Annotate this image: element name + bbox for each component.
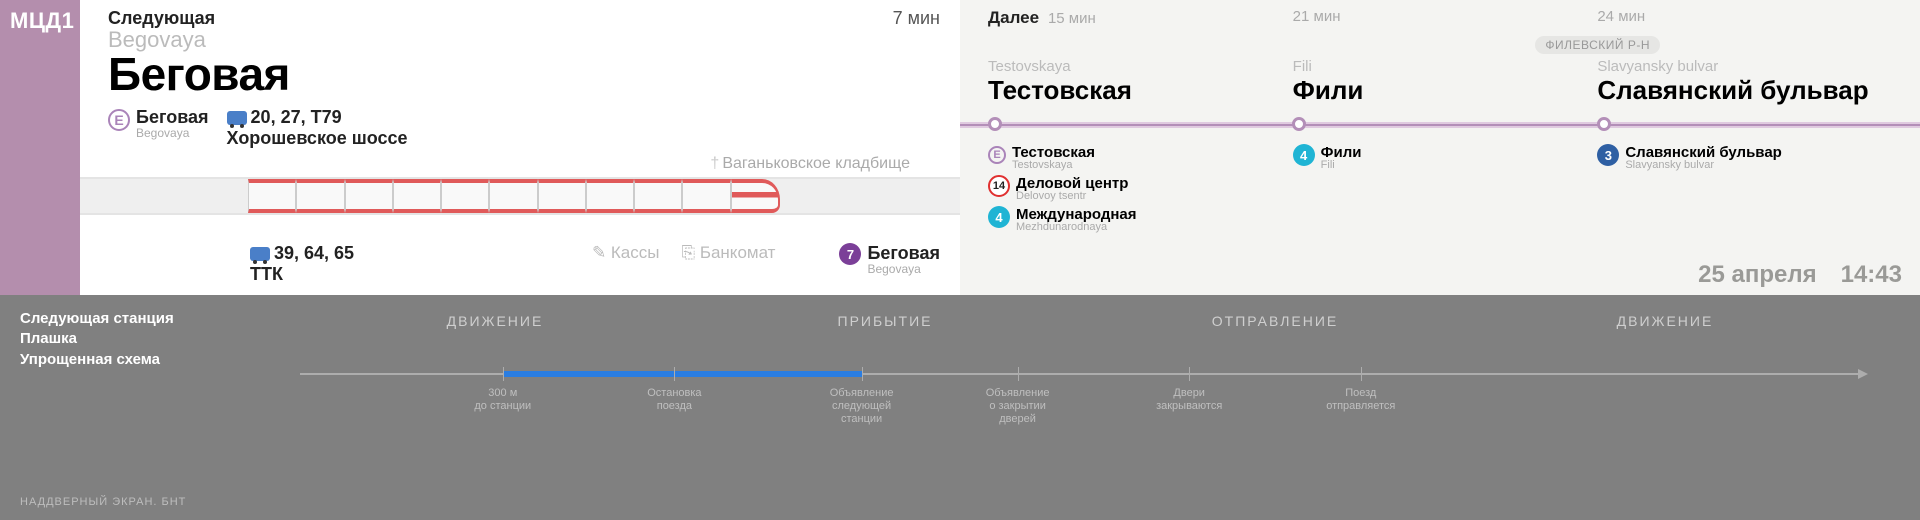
next-station-0: Testovskaya Тестовская (988, 58, 1293, 106)
district-pill: ФИЛЕВСКИЙ Р-Н (1535, 36, 1660, 54)
timeline-tick-label: Остановкапоезда (614, 387, 734, 413)
next-label: Следующая (108, 8, 215, 29)
timeline-tick (1189, 367, 1190, 381)
timeline-tick (862, 367, 863, 381)
line-badge-icon: 4 (988, 206, 1010, 228)
bus-icon (250, 247, 270, 261)
timeline: ДВИЖЕНИЕПРИБЫТИЕОТПРАВЛЕНИЕДВИЖЕНИЕ 300 … (300, 295, 1860, 520)
landmark: †Ваганьковское кладбище (710, 155, 910, 173)
lower-panel: Следующая станцияПлашкаУпрощенная схема … (0, 295, 1920, 520)
transfer-e-translit: Begovaya (136, 126, 209, 140)
next-header: Далее 15 мин 21 мин 24 мин (988, 8, 1902, 28)
line-badge-icon: 3 (1597, 144, 1619, 166)
bus-top: 20, 27, Т79 Хорошевское шоссе (227, 107, 408, 149)
main-panel: Следующая 7 мин Begovaya Беговая E Бегов… (80, 0, 960, 295)
transfer-e: E Беговая Begovaya (108, 107, 209, 140)
transfer-item: 3Славянский бульварSlavyansky bulvar (1597, 144, 1902, 171)
time: 14:43 (1841, 261, 1902, 289)
timeline-tick (1018, 367, 1019, 381)
next-panel: Далее 15 мин 21 мин 24 мин ФИЛЕВСКИЙ Р-Н… (960, 0, 1920, 295)
timeline-tick-label: Объявлениеследующейстанции (802, 387, 922, 427)
transfer-item: 14Деловой центрDelovoy tsentr (988, 175, 1293, 202)
lower-left-list: Следующая станцияПлашкаУпрощенная схема (20, 309, 174, 370)
transfer-item: 4МеждународнаяMezhdunarodnaya (988, 206, 1293, 233)
transfer-metro7: 7 Беговая Begovaya (839, 243, 940, 276)
route-line (988, 116, 1902, 134)
timeline-tick (503, 367, 504, 381)
next-station-1: Fili Фили (1293, 58, 1598, 106)
timeline-tick (674, 367, 675, 381)
timeline-tick-label: Дверизакрываются (1129, 387, 1249, 413)
line-badge-icon: E (988, 146, 1006, 164)
bus-bottom: 39, 64, 65 ТТК (250, 243, 354, 285)
e-icon: E (108, 109, 130, 131)
line-badge-icon: 4 (1293, 144, 1315, 166)
transfer-item: 4ФилиFili (1293, 144, 1598, 171)
timeline-active-segment (503, 371, 862, 377)
line-badge: МЦД1 (0, 0, 80, 295)
train-icon (248, 179, 780, 213)
bus-icon (227, 111, 247, 125)
timeline-tick-label: Объявлениео закрытиидверей (958, 387, 1078, 427)
timeline-tick (1361, 367, 1362, 381)
next-station-2: Slavyansky bulvar Славянский бульвар (1597, 58, 1902, 106)
timeline-tick-label: Поездотправляется (1301, 387, 1421, 413)
eta: 7 мин (893, 8, 940, 29)
transfer-e-name: Беговая (136, 107, 209, 128)
transfer-item: EТестовскаяTestovskaya (988, 144, 1293, 171)
line-badge-icon: 14 (988, 175, 1010, 197)
amenity-atm: ⎘ Банкомат (681, 243, 775, 263)
station-name: Беговая (108, 47, 940, 101)
timeline-tick-label: 300 мдо станции (443, 387, 563, 413)
lower-caption: НАДДВЕРНЫЙ ЭКРАН. БНТ (20, 496, 186, 508)
line7-icon: 7 (839, 243, 861, 265)
date: 25 апреля (1698, 261, 1816, 289)
track-diagram: †Ваганьковское кладбище (108, 155, 940, 237)
amenity-kassy: ✎ Кассы (592, 243, 660, 263)
